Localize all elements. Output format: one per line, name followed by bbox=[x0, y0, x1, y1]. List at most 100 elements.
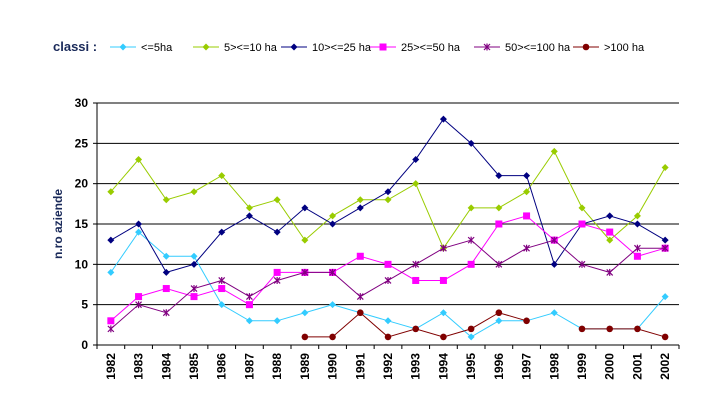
series-3-point bbox=[107, 236, 115, 244]
series-2-point bbox=[135, 155, 143, 163]
x-tick-label: 2001 bbox=[630, 353, 644, 380]
legend-entry: <=5ha bbox=[110, 42, 173, 54]
x-tick-label: 1991 bbox=[353, 353, 367, 380]
series-5-point bbox=[218, 276, 226, 284]
series-5-point bbox=[329, 268, 336, 276]
x-tick-label: 1998 bbox=[547, 353, 561, 380]
series-1-point bbox=[550, 309, 558, 317]
series-2-point bbox=[661, 164, 669, 172]
series-1 bbox=[107, 228, 669, 341]
series-6-point bbox=[523, 317, 530, 325]
series-6-point bbox=[356, 309, 364, 317]
series-2-point bbox=[523, 188, 531, 196]
y-tick-label: 20 bbox=[75, 177, 89, 191]
series-1-point bbox=[495, 317, 503, 325]
series-4-point bbox=[578, 220, 586, 228]
series-5-point bbox=[606, 268, 614, 276]
series-1-point bbox=[273, 317, 281, 325]
series-3-point bbox=[606, 212, 614, 220]
x-tick-label: 1994 bbox=[436, 353, 450, 380]
series-6-line bbox=[304, 312, 527, 338]
series-4-point bbox=[439, 276, 447, 284]
y-tick-labels: 0 5 10 15 20 25 30 bbox=[75, 96, 89, 352]
legend: classi : <=5ha 5><=10 ha 10><=25 ha 25><=50… bbox=[53, 39, 645, 54]
x-tick-label: 1990 bbox=[326, 353, 340, 380]
series-2-point bbox=[606, 236, 614, 244]
legend-entry: 10><=25 ha bbox=[281, 42, 372, 54]
series-2-point bbox=[356, 196, 364, 204]
series-6-point bbox=[440, 333, 447, 341]
x-tick-label: 1999 bbox=[575, 353, 589, 380]
series-2-point bbox=[467, 204, 475, 212]
y-tick-label: 30 bbox=[75, 96, 89, 110]
series-1-point bbox=[384, 317, 392, 325]
series-4-point bbox=[356, 252, 364, 260]
series-4-point bbox=[606, 228, 614, 236]
legend-swatch-marker bbox=[290, 43, 298, 51]
series-5-point bbox=[135, 301, 142, 309]
y-tick-label: 0 bbox=[81, 338, 88, 352]
series-4-point bbox=[523, 212, 531, 220]
series-1-point bbox=[190, 252, 198, 260]
legend-label: >100 ha bbox=[604, 42, 645, 54]
series-1-point bbox=[439, 309, 447, 317]
series-lines bbox=[107, 115, 669, 341]
series-3-point bbox=[523, 172, 531, 180]
series-2-point bbox=[162, 196, 170, 204]
series-4-point bbox=[135, 293, 143, 301]
series-3-point bbox=[218, 228, 226, 236]
x-tick-label: 1984 bbox=[159, 353, 173, 380]
series-1-point bbox=[467, 333, 475, 341]
legend-swatch-marker bbox=[379, 43, 387, 51]
series-2-point bbox=[633, 212, 641, 220]
y-tick-label: 10 bbox=[75, 257, 89, 271]
series-5-point bbox=[301, 268, 309, 276]
series-1-point bbox=[107, 268, 115, 276]
series-2-point bbox=[301, 236, 309, 244]
series-3-point bbox=[329, 220, 337, 228]
series-4-point bbox=[245, 301, 253, 309]
x-tick-label: 1995 bbox=[464, 353, 478, 380]
series-6 bbox=[301, 309, 669, 341]
series-5-point bbox=[578, 260, 586, 268]
y-tick-label: 25 bbox=[75, 136, 89, 150]
x-tick-label: 1982 bbox=[104, 353, 118, 380]
series-3-point bbox=[356, 204, 364, 212]
series-5-point bbox=[246, 293, 253, 301]
x-tick-label: 1996 bbox=[492, 353, 506, 380]
series-5-point bbox=[107, 325, 115, 333]
series-2-point bbox=[495, 204, 503, 212]
series-2-point bbox=[384, 196, 392, 204]
series-2-point bbox=[329, 212, 337, 220]
series-1-point bbox=[329, 301, 337, 309]
x-tick-label: 1993 bbox=[409, 353, 423, 380]
series-3-point bbox=[301, 204, 309, 212]
series-5-point bbox=[467, 236, 475, 244]
x-tick-label: 1992 bbox=[381, 353, 395, 380]
series-5-point bbox=[661, 244, 669, 252]
series-2-point bbox=[578, 204, 586, 212]
series-3-point bbox=[661, 236, 669, 244]
series-3-point bbox=[633, 220, 641, 228]
legend-entry: 25><=50 ha bbox=[370, 42, 461, 54]
series-5-point bbox=[273, 276, 281, 284]
legend-swatch-marker bbox=[202, 43, 210, 51]
series-2-point bbox=[190, 188, 198, 196]
legend-label: 50><=100 ha bbox=[505, 42, 571, 54]
series-4-point bbox=[384, 260, 392, 268]
series-4-point bbox=[162, 285, 170, 293]
series-1-point bbox=[661, 293, 669, 301]
series-6-point bbox=[578, 325, 586, 333]
series-5-point bbox=[634, 244, 641, 252]
series-2-point bbox=[550, 147, 558, 155]
series-5 bbox=[107, 236, 669, 333]
series-3-point bbox=[467, 139, 475, 147]
series-5-point bbox=[190, 285, 198, 293]
series-1-point bbox=[135, 228, 143, 236]
y-axis-label: n.ro aziende bbox=[51, 189, 65, 259]
legend-entry: >100 ha bbox=[573, 42, 645, 54]
series-2-point bbox=[245, 204, 253, 212]
series-3-point bbox=[245, 212, 253, 220]
legend-swatch-marker bbox=[483, 43, 491, 51]
